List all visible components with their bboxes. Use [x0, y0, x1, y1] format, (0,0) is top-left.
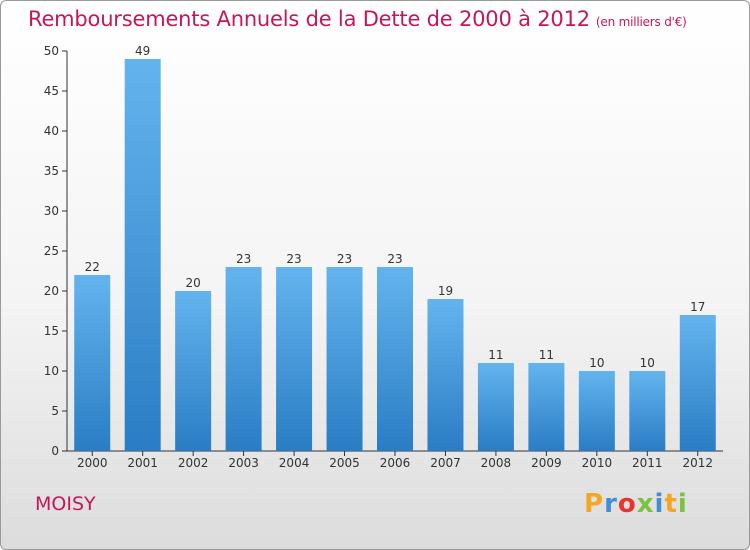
bar-2006 — [377, 267, 413, 451]
logo-letter: i — [654, 489, 665, 519]
place-name: MOISY — [35, 493, 96, 515]
bar-value-label: 23 — [387, 252, 402, 266]
bar-value-label: 20 — [186, 276, 201, 290]
bar-value-label: 10 — [640, 356, 655, 370]
bar-2010 — [578, 371, 615, 451]
x-tick-label: 2012 — [682, 456, 713, 470]
bar-value-label: 22 — [85, 260, 100, 274]
bar-2009 — [528, 363, 565, 451]
y-tick-label: 0 — [51, 444, 59, 458]
y-tick-label: 20 — [44, 284, 59, 298]
x-tick-label: 2000 — [77, 456, 108, 470]
bar-2001 — [124, 59, 161, 451]
y-tick-label: 45 — [44, 84, 59, 98]
bar-2011 — [629, 371, 666, 451]
logo-letter: i — [677, 489, 688, 519]
x-tick-label: 2009 — [531, 456, 562, 470]
bar-value-label: 49 — [135, 44, 150, 58]
chart-title: Remboursements Annuels de la Dette de 20… — [28, 7, 687, 31]
bar-2004 — [276, 267, 313, 451]
logo-letter: P — [584, 489, 605, 519]
bar-value-label: 11 — [488, 348, 503, 362]
bar-2003 — [225, 267, 262, 451]
bar-value-label: 19 — [438, 284, 453, 298]
logo-letter: x — [636, 489, 655, 519]
bar-value-label: 23 — [286, 252, 301, 266]
y-tick-label: 30 — [44, 204, 59, 218]
bar-value-label: 23 — [337, 252, 352, 266]
x-tick-label: 2002 — [178, 456, 209, 470]
x-tick-label: 2008 — [481, 456, 512, 470]
chart-title-text: Remboursements Annuels de la Dette de 20… — [28, 7, 590, 31]
x-tick-label: 2004 — [279, 456, 310, 470]
y-tick-label: 25 — [44, 244, 59, 258]
bar-2012 — [679, 315, 716, 451]
y-tick-label: 5 — [51, 404, 59, 418]
bar-2007 — [427, 299, 464, 451]
proxiti-logo: Proxiti — [584, 489, 688, 519]
x-tick-label: 2001 — [127, 456, 158, 470]
y-tick-label: 40 — [44, 124, 59, 138]
y-tick-label: 35 — [44, 164, 59, 178]
chart-unit-label: (en milliers d'€) — [595, 15, 687, 29]
y-tick-label: 10 — [44, 364, 59, 378]
x-tick-label: 2003 — [228, 456, 259, 470]
bar-value-label: 17 — [690, 300, 705, 314]
x-tick-label: 2005 — [329, 456, 360, 470]
x-tick-label: 2010 — [582, 456, 613, 470]
bar-value-label: 10 — [589, 356, 604, 370]
bar-2000 — [74, 275, 111, 451]
logo-letter: t — [664, 489, 678, 519]
logo-letter: r — [604, 489, 618, 519]
y-tick-label: 15 — [44, 324, 59, 338]
bar-2002 — [175, 291, 212, 451]
bar-2008 — [477, 363, 514, 451]
bar-2005 — [326, 267, 363, 451]
x-tick-label: 2006 — [380, 456, 411, 470]
y-tick-label: 50 — [44, 44, 59, 58]
bar-value-label: 11 — [539, 348, 554, 362]
x-tick-label: 2007 — [430, 456, 461, 470]
logo-letter: o — [617, 489, 637, 519]
bar-value-label: 23 — [236, 252, 251, 266]
x-tick-label: 2011 — [632, 456, 663, 470]
